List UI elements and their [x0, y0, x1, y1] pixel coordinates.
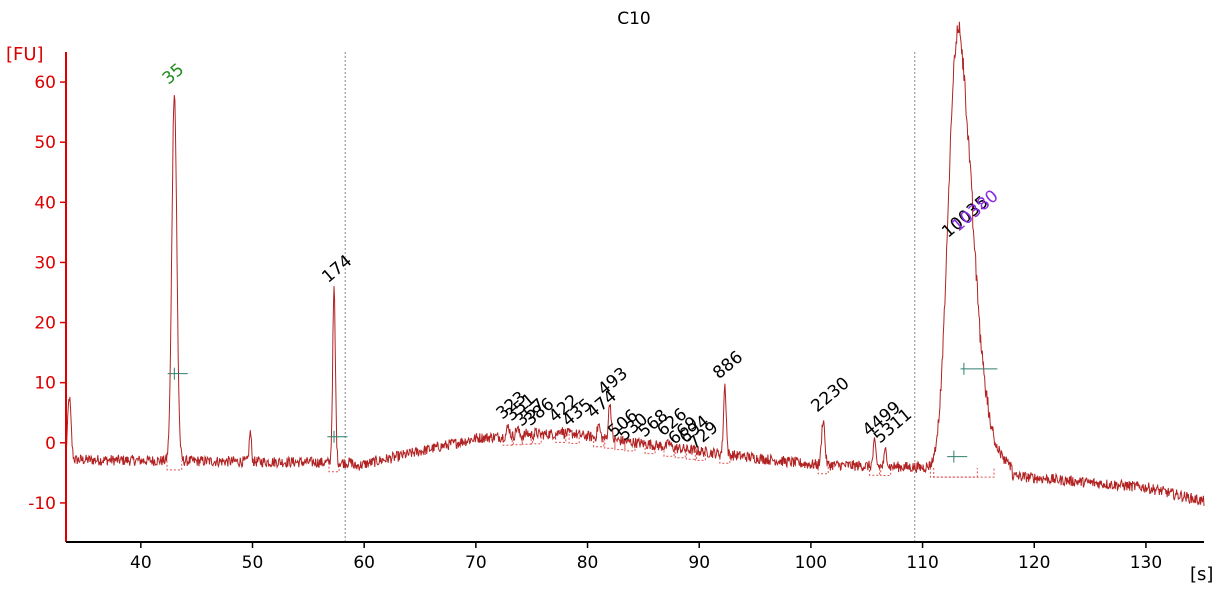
x-tick-label: 60	[353, 553, 375, 573]
signal-trace	[65, 21, 1205, 507]
peak-label: 886	[709, 347, 747, 383]
peak-baseline	[568, 433, 580, 444]
peak-baseline	[869, 466, 881, 476]
y-tick-label: 50	[34, 133, 56, 153]
y-tick-label: -10	[28, 494, 56, 514]
peak-baseline	[933, 468, 995, 478]
peak-baseline	[328, 462, 340, 473]
peak-baseline	[166, 460, 183, 471]
peak-baseline	[694, 450, 706, 461]
chart-title: C10	[617, 9, 651, 29]
axes: -10 0 10 20 30 40 50 60 40 50 60 70 80 90 100 110 120 130	[28, 52, 1204, 573]
peak-baseline	[880, 466, 892, 476]
y-tick-label: 60	[34, 73, 56, 93]
peak-baseline	[521, 435, 533, 445]
y-tick-label: 40	[34, 193, 56, 213]
peak-level-marks	[167, 362, 998, 463]
peak-baseline	[685, 449, 697, 460]
y-axis-unit-label: [FU]	[6, 44, 44, 65]
peak-baseline	[604, 438, 616, 449]
y-tick-label: 10	[34, 374, 56, 394]
peak-baseline	[555, 433, 567, 443]
peak-label: 35	[159, 60, 188, 89]
peak-baseline	[511, 435, 523, 446]
x-tick-label: 70	[465, 553, 487, 573]
peak-baseline	[817, 464, 829, 475]
peak-labels: 3517432335135738642243547449350653056862…	[159, 60, 1003, 454]
y-tick-label: 30	[34, 253, 56, 273]
x-axis-unit-label: [s]	[1190, 564, 1213, 585]
marker-lines	[344, 52, 916, 542]
x-tick-label: 110	[906, 553, 938, 573]
x-tick-label: 80	[577, 553, 599, 573]
x-tick-label: 130	[1130, 553, 1162, 573]
peak-baseline	[624, 441, 636, 452]
x-tick-label: 50	[242, 553, 264, 573]
peak-baseline	[530, 434, 542, 445]
y-tick-label: 20	[34, 314, 56, 334]
peak-baseline	[929, 467, 978, 478]
x-tick-label: 120	[1018, 553, 1050, 573]
peak-baseline	[614, 439, 626, 451]
y-tick-label: 0	[45, 434, 56, 454]
peak-label: 174	[318, 251, 356, 287]
peak-baseline	[674, 448, 686, 459]
peak-baseline	[593, 437, 605, 448]
x-tick-label: 90	[688, 553, 710, 573]
x-tick-label: 40	[130, 553, 152, 573]
x-tick-label: 100	[795, 553, 827, 573]
peak-label: 2230	[808, 373, 854, 416]
peak-baseline	[644, 443, 656, 455]
